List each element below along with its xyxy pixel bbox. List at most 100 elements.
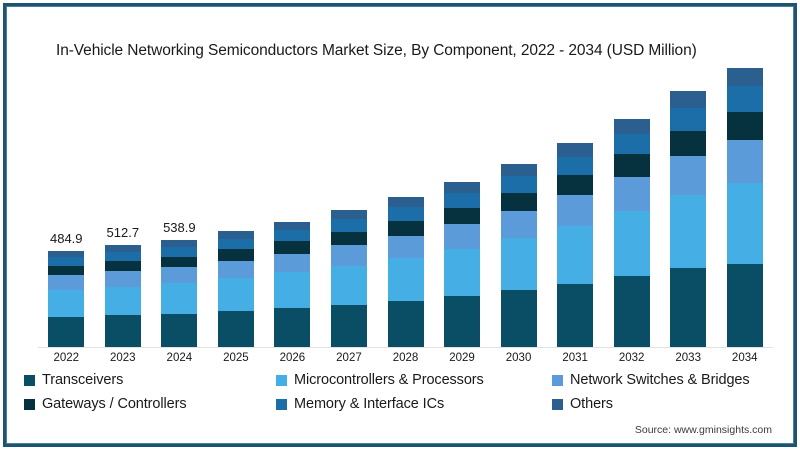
legend-row-top: Transceivers Microcontrollers & Processor… bbox=[24, 372, 776, 396]
legend-item[interactable]: Others bbox=[552, 396, 613, 412]
x-tick-2022: 2022 bbox=[53, 352, 80, 364]
bar-segment bbox=[104, 245, 141, 252]
bar-segment bbox=[557, 283, 594, 347]
bar-value-label: 538.9 bbox=[163, 220, 196, 236]
bar-segment bbox=[387, 197, 424, 208]
bar-segment bbox=[613, 154, 650, 178]
bar-segment bbox=[387, 220, 424, 236]
bar-segment bbox=[330, 265, 367, 305]
bar-segment bbox=[161, 313, 198, 347]
bar-segment bbox=[613, 276, 650, 347]
bar-segment bbox=[726, 86, 763, 112]
bar-segment bbox=[387, 207, 424, 221]
bar-segment bbox=[387, 235, 424, 259]
x-tick-2026: 2026 bbox=[279, 352, 306, 364]
bar-segment bbox=[274, 272, 311, 309]
legend-swatch-icon bbox=[276, 374, 287, 386]
bar-segment bbox=[48, 265, 85, 276]
bar-segment bbox=[557, 156, 594, 175]
bar-segment bbox=[104, 315, 141, 347]
bar-segment bbox=[670, 194, 707, 268]
legend-item[interactable]: Network Switches & Bridges bbox=[552, 372, 750, 388]
legend-item[interactable]: Memory & Interface ICs bbox=[276, 396, 444, 412]
bar-segment bbox=[274, 241, 311, 254]
x-tick-2033: 2033 bbox=[675, 352, 701, 364]
bar-segment bbox=[161, 240, 198, 248]
legend-item[interactable]: Transceivers bbox=[24, 372, 123, 388]
legend-swatch-icon bbox=[276, 398, 287, 410]
bar-segment bbox=[217, 260, 254, 279]
legend-swatch-icon bbox=[552, 374, 563, 386]
bar-segment bbox=[48, 257, 85, 266]
bar-segment bbox=[104, 271, 141, 287]
legend-swatch-icon bbox=[552, 398, 563, 410]
x-tick-2027: 2027 bbox=[336, 352, 362, 364]
bar-segment bbox=[330, 245, 367, 266]
bar-segment bbox=[500, 164, 537, 177]
x-tick-2024: 2024 bbox=[166, 352, 193, 364]
stacked-bar bbox=[217, 231, 254, 347]
x-tick-2025: 2025 bbox=[223, 352, 249, 364]
bar-segment bbox=[104, 286, 141, 316]
bar-segment bbox=[726, 140, 763, 183]
bar-segment bbox=[444, 249, 481, 296]
legend-label: Gateways / Controllers bbox=[42, 396, 187, 412]
stacked-bar: 512.7 bbox=[104, 225, 141, 347]
legend-label: Others bbox=[570, 396, 613, 412]
bar-segment bbox=[330, 231, 367, 246]
stacked-bar bbox=[500, 164, 537, 347]
bar-segment bbox=[444, 295, 481, 347]
stacked-bar bbox=[670, 90, 707, 347]
bar-segment bbox=[387, 258, 424, 301]
bar-segment bbox=[557, 175, 594, 196]
x-tick-2028: 2028 bbox=[392, 352, 419, 364]
bar-segment bbox=[217, 278, 254, 312]
bar-segment bbox=[500, 290, 537, 347]
bar-segment bbox=[48, 289, 85, 318]
legend-label: Transceivers bbox=[42, 372, 124, 388]
bar-segment bbox=[444, 193, 481, 209]
bar-segment bbox=[217, 239, 254, 250]
bar-segment bbox=[613, 119, 650, 134]
bar-segment bbox=[48, 275, 85, 290]
stacked-bar bbox=[330, 210, 367, 347]
bar-segment bbox=[726, 263, 763, 347]
axis-baseline bbox=[38, 347, 773, 348]
bar-segment bbox=[330, 219, 367, 232]
stacked-bar bbox=[274, 221, 311, 347]
bar-segment bbox=[557, 225, 594, 284]
bar-segment bbox=[500, 176, 537, 193]
x-tick-2030: 2030 bbox=[505, 352, 532, 364]
legend-label: Microcontrollers & Processors bbox=[294, 372, 484, 388]
legend-item[interactable]: Gateways / Controllers bbox=[24, 396, 187, 412]
bar-segment bbox=[444, 182, 481, 194]
bar-segment bbox=[670, 267, 707, 347]
bar-segment bbox=[613, 177, 650, 212]
bar-segment bbox=[161, 256, 198, 268]
bar-segment bbox=[444, 224, 481, 250]
bar-segment bbox=[217, 249, 254, 261]
bar-segment bbox=[274, 229, 311, 242]
x-tick-2023: 2023 bbox=[110, 352, 136, 364]
bar-segment bbox=[217, 231, 254, 239]
bar-segment bbox=[613, 133, 650, 155]
bar-segment bbox=[726, 67, 763, 87]
stacked-bar bbox=[726, 67, 763, 347]
stacked-bar bbox=[444, 182, 481, 347]
x-tick-2031: 2031 bbox=[562, 352, 588, 364]
x-axis-tick-labels: 2022 2023 2024 2025 2026 2027 2028 2029 2030 2031… bbox=[30, 352, 775, 372]
bar-segment bbox=[48, 250, 85, 258]
chart-legend: Transceivers Microcontrollers & Processor… bbox=[24, 372, 776, 420]
legend-swatch-icon bbox=[24, 374, 35, 386]
bar-segment bbox=[500, 211, 537, 239]
bar-segment bbox=[500, 192, 537, 212]
plot-area: 484.9 512.7 538.9 bbox=[30, 67, 775, 348]
x-tick-2034: 2034 bbox=[731, 352, 758, 364]
bar-segment bbox=[613, 211, 650, 277]
bar-segment bbox=[670, 107, 707, 131]
bar-segment bbox=[387, 300, 424, 347]
legend-item[interactable]: Microcontrollers & Processors bbox=[276, 372, 484, 388]
stacked-bar bbox=[387, 197, 424, 347]
bar-segment bbox=[330, 210, 367, 220]
legend-row-bottom: Gateways / Controllers Memory & Interface… bbox=[24, 396, 776, 420]
